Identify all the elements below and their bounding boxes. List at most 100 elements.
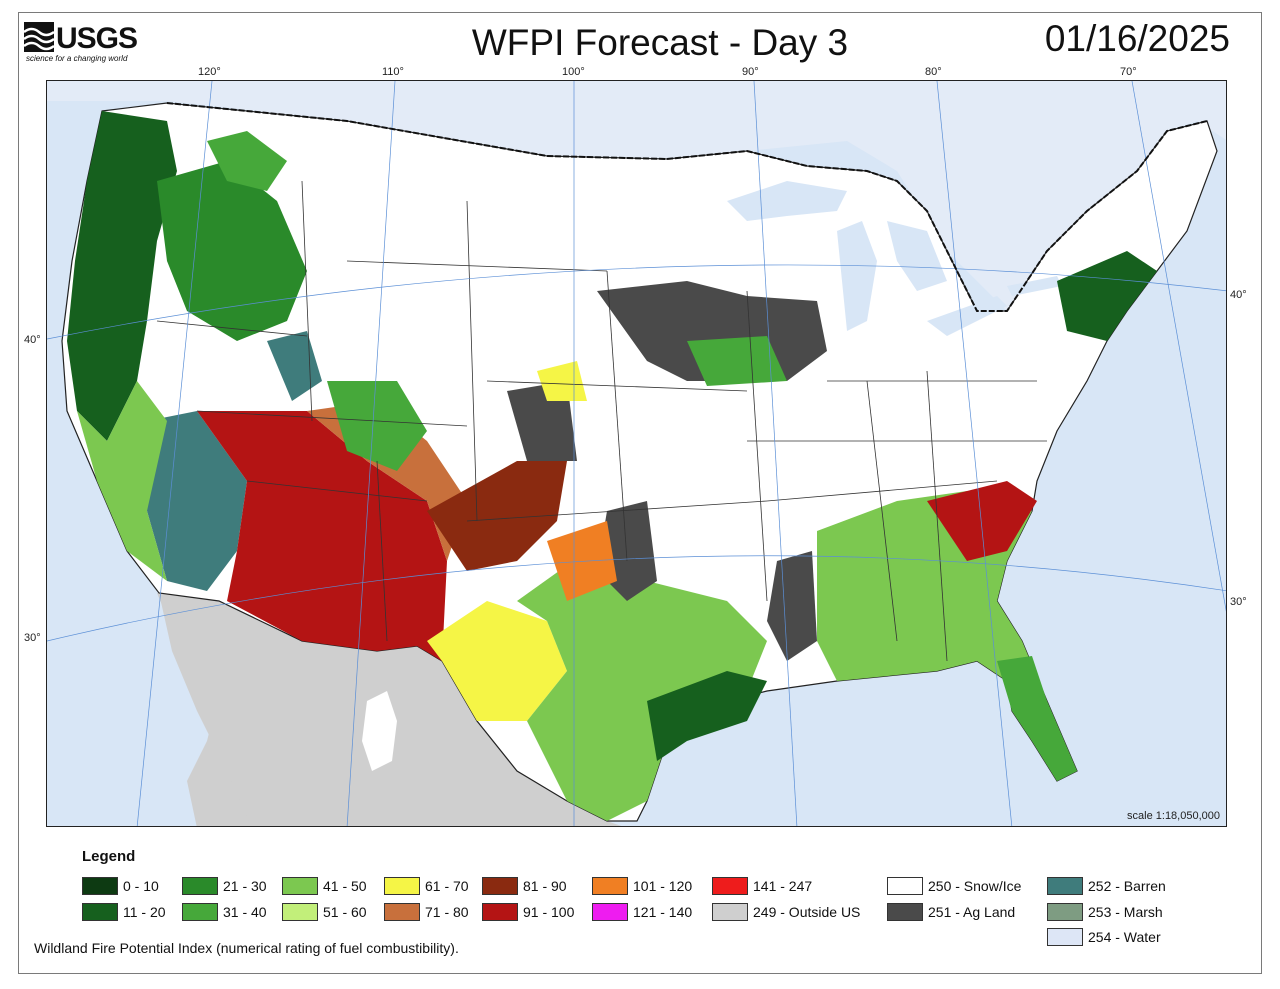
mexico-white-patch [362, 691, 397, 771]
legend-label: 121 - 140 [633, 904, 693, 920]
legend-item-0-10: 0 - 10 [82, 876, 159, 896]
legend-label: 141 - 247 [753, 878, 813, 894]
northern-rockies-green [157, 161, 307, 341]
legend-label: 0 - 10 [123, 878, 159, 894]
legend-label: 71 - 80 [425, 904, 469, 920]
legend-item-21-30: 21 - 30 [182, 876, 267, 896]
legend-item-11-20: 11 - 20 [82, 902, 166, 922]
legend-item-41-50: 41 - 50 [282, 876, 367, 896]
legend-item-249-outside-us: 249 - Outside US [712, 902, 860, 922]
legend-label: 101 - 120 [633, 878, 693, 894]
legend-item-81-90: 81 - 90 [482, 876, 567, 896]
lake-michigan [837, 221, 877, 331]
legend-swatch [482, 877, 518, 895]
legend-item-252-barren: 252 - Barren [1047, 876, 1166, 896]
legend-swatch [592, 877, 628, 895]
legend-swatch [1047, 928, 1083, 946]
wfpi-map[interactable]: scale 1:18,050,000 [46, 80, 1227, 827]
legend-swatch [1047, 903, 1083, 921]
baja-peninsula [159, 593, 282, 826]
legend-item-121-140: 121 - 140 [592, 902, 692, 922]
state-boundaries [156, 180, 1047, 662]
legend-item-251-ag-land: 251 - Ag Land [887, 902, 1015, 922]
legend-item-250-snow-ice: 250 - Snow/Ice [887, 876, 1021, 896]
usgs-wave-icon [23, 22, 55, 52]
logo-text: USGS [56, 22, 138, 55]
legend-swatch [887, 877, 923, 895]
legend-item-61-70: 61 - 70 [384, 876, 469, 896]
great-basin-barren [147, 411, 247, 591]
lon-label-110: 110° [382, 66, 404, 78]
lat-label-30-west: 30° [24, 632, 41, 644]
pacific-nw-green [67, 111, 177, 441]
legend-item-253-marsh: 253 - Marsh [1047, 902, 1163, 922]
legend-item-254-water: 254 - Water [1047, 927, 1161, 947]
legend-item-141-247: 141 - 247 [712, 876, 812, 896]
legend: 0 - 10 11 - 20 21 - 30 31 - 40 41 - 50 5… [82, 876, 1232, 956]
montana-green [207, 131, 287, 191]
legend-item-71-80: 71 - 80 [384, 902, 469, 922]
legend-label: 51 - 60 [323, 904, 367, 920]
legend-label: 249 - Outside US [753, 904, 861, 920]
lake-superior [727, 181, 847, 221]
kansas-yellow [537, 361, 587, 401]
lat-label-30-east: 30° [1230, 596, 1247, 608]
legend-item-91-100: 91 - 100 [482, 902, 574, 922]
gulf-coast-dark [647, 671, 767, 761]
graticule-lines [47, 81, 1226, 826]
lon-label-120: 120° [198, 66, 221, 78]
legend-swatch [384, 877, 420, 895]
texas-green [517, 551, 767, 821]
logo-tagline: science for a changing world [26, 54, 128, 63]
map-canvas [47, 81, 1226, 826]
legend-swatch [482, 903, 518, 921]
legend-label: 81 - 90 [523, 878, 567, 894]
texas-yellow [427, 601, 567, 721]
legend-item-101-120: 101 - 120 [592, 876, 692, 896]
legend-swatch [1047, 877, 1083, 895]
map-title: WFPI Forecast - Day 3 [471, 22, 849, 63]
legend-swatch [384, 903, 420, 921]
lon-label-70: 70° [1120, 66, 1137, 78]
legend-swatch [282, 903, 318, 921]
legend-label: 251 - Ag Land [928, 904, 1016, 920]
legend-swatch [182, 877, 218, 895]
legend-swatch [712, 903, 748, 921]
legend-swatch [282, 877, 318, 895]
us-border [166, 102, 1208, 312]
delta-ag [767, 551, 817, 661]
legend-footnote: Wildland Fire Potential Index (numerical… [34, 940, 459, 956]
lon-label-80: 80° [925, 66, 942, 78]
florida-green [997, 656, 1077, 781]
map-scale: scale 1:18,050,000 [1127, 810, 1220, 822]
usgs-logo: USGS science for a changing world [23, 22, 144, 66]
legend-swatch [182, 903, 218, 921]
lon-label-100: 100° [562, 66, 585, 78]
corn-belt-green [687, 336, 787, 386]
legend-label: 250 - Snow/Ice [928, 878, 1022, 894]
forecast-date: 01/16/2025 [1044, 18, 1230, 59]
utah-barren [267, 331, 322, 401]
legend-item-31-40: 31 - 40 [182, 902, 267, 922]
legend-swatch [712, 877, 748, 895]
northeast-dark [1057, 251, 1157, 341]
lon-label-90: 90° [742, 66, 759, 78]
colorado-green [327, 381, 427, 471]
legend-label: 21 - 30 [223, 878, 267, 894]
legend-label: 253 - Marsh [1088, 904, 1163, 920]
lat-label-40-west: 40° [24, 334, 41, 346]
legend-label: 61 - 70 [425, 878, 469, 894]
canada-land [47, 81, 1226, 311]
legend-label: 91 - 100 [523, 904, 575, 920]
lat-label-40-east: 40° [1230, 289, 1247, 301]
legend-item-51-60: 51 - 60 [282, 902, 367, 922]
legend-label: 41 - 50 [323, 878, 367, 894]
high-plains-orange [427, 461, 567, 571]
legend-label: 254 - Water [1088, 929, 1161, 945]
legend-label: 252 - Barren [1088, 878, 1166, 894]
lake-huron [887, 221, 947, 291]
legend-title: Legend [82, 848, 136, 865]
legend-label: 31 - 40 [223, 904, 267, 920]
legend-swatch [887, 903, 923, 921]
legend-label: 11 - 20 [123, 904, 166, 920]
